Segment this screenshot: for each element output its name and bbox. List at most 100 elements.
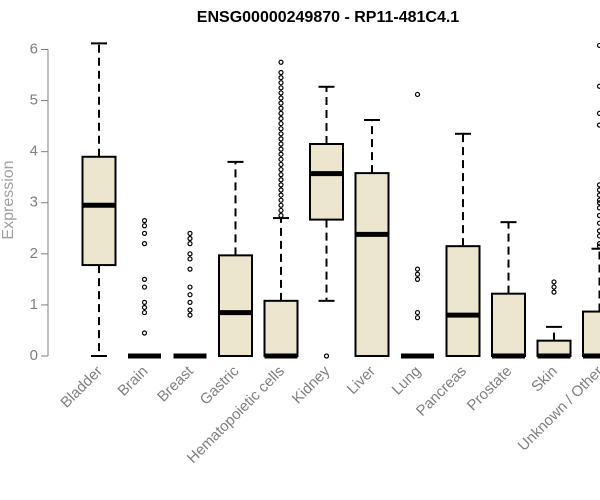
outlier-point [141, 299, 148, 305]
box-group [309, 85, 344, 359]
y-tick-label: 4 [30, 143, 38, 160]
outlier-point [278, 177, 284, 183]
outlier-point [278, 161, 284, 168]
outlier-point [278, 156, 284, 162]
box-group [401, 91, 434, 359]
y-tick-label: 2 [30, 245, 38, 262]
box-body [582, 310, 600, 357]
box-body [81, 155, 117, 267]
x-tick-label: Bladder [57, 363, 106, 412]
box-group [173, 230, 207, 359]
outlier-point [278, 197, 284, 203]
box-group [445, 132, 481, 358]
outlier-point [414, 271, 421, 277]
outlier-point [278, 115, 284, 122]
outlier-point [187, 256, 193, 262]
outlier-point [278, 192, 284, 198]
outlier-point [187, 251, 193, 257]
outlier-point [323, 353, 330, 359]
x-tick-label: Breast [154, 362, 197, 405]
outlier-point [278, 131, 284, 137]
x-tick-label: Skin [528, 363, 561, 396]
outlier-point [187, 235, 193, 242]
outlier-point [141, 218, 148, 224]
outlier-point [551, 279, 557, 285]
box-body [445, 245, 481, 358]
outlier-point [141, 309, 148, 316]
chart-title: ENSG00000249870 - RP11-481C4.1 [197, 9, 460, 26]
box-body [354, 172, 390, 357]
y-tick-label: 1 [30, 296, 38, 313]
outlier-point [187, 299, 193, 305]
outlier-point [278, 136, 284, 142]
outlier-point [414, 91, 421, 98]
outlier-point [187, 307, 193, 313]
box-group [491, 221, 526, 359]
outlier-point [278, 100, 284, 106]
outlier-point [141, 330, 148, 336]
box-group [263, 59, 299, 359]
outlier-point [278, 166, 284, 173]
y-tick-label: 5 [30, 92, 38, 109]
y-axis-label: Expression [0, 160, 17, 239]
outlier-point [278, 85, 284, 91]
x-tick-label: Kidney [289, 362, 334, 407]
outlier-point [278, 202, 284, 208]
outlier-point [551, 284, 557, 290]
outlier-point [278, 146, 284, 152]
outlier-point [141, 276, 148, 282]
outlier-point [278, 95, 284, 101]
x-tick-label: Pancreas [413, 363, 470, 420]
outlier-point [414, 276, 421, 282]
outlier-point [278, 207, 284, 214]
x-tick-label: Prostate [464, 363, 516, 415]
x-tick-label: Brain [115, 363, 152, 400]
x-tick-label: Lung [389, 363, 425, 399]
outlier-point [187, 292, 193, 298]
outlier-point [141, 284, 148, 290]
y-axis: 0 1 2 3 4 5 6 [30, 40, 49, 364]
outlier-point [414, 309, 421, 316]
x-tick-label: Liver [344, 363, 379, 398]
box-body [491, 292, 526, 358]
outlier-point [187, 284, 193, 290]
outlier-point [414, 315, 421, 321]
box-body [218, 254, 253, 357]
box-group [354, 118, 390, 357]
outlier-point [187, 230, 193, 236]
outlier-point [278, 59, 284, 65]
outlier-point [278, 80, 284, 86]
outlier-point [278, 187, 284, 193]
box-group [128, 218, 161, 359]
box-body [309, 143, 344, 221]
outlier-point [278, 151, 284, 157]
y-tick-label: 0 [30, 347, 38, 364]
outlier-point [278, 105, 284, 111]
outlier-point [278, 74, 284, 81]
box-group [81, 42, 117, 357]
outlier-point [187, 241, 193, 247]
outlier-point [278, 172, 284, 178]
outlier-point [278, 182, 284, 188]
outlier-point [187, 266, 193, 272]
outlier-point [141, 241, 148, 247]
outlier-point [414, 266, 421, 272]
box-group [582, 42, 600, 359]
outlier-point [141, 230, 148, 236]
outlier-point [141, 304, 148, 311]
outlier-point [278, 126, 284, 132]
outlier-point [278, 90, 284, 96]
outlier-point [187, 312, 193, 318]
outlier-point [141, 223, 148, 229]
outlier-point [278, 120, 284, 127]
outlier-point [278, 69, 284, 76]
outlier-point [278, 212, 284, 219]
plot-area [81, 42, 600, 359]
outlier-point [278, 141, 284, 147]
y-tick-label: 6 [30, 40, 38, 57]
outlier-point [278, 110, 284, 116]
outlier-point [551, 289, 557, 295]
